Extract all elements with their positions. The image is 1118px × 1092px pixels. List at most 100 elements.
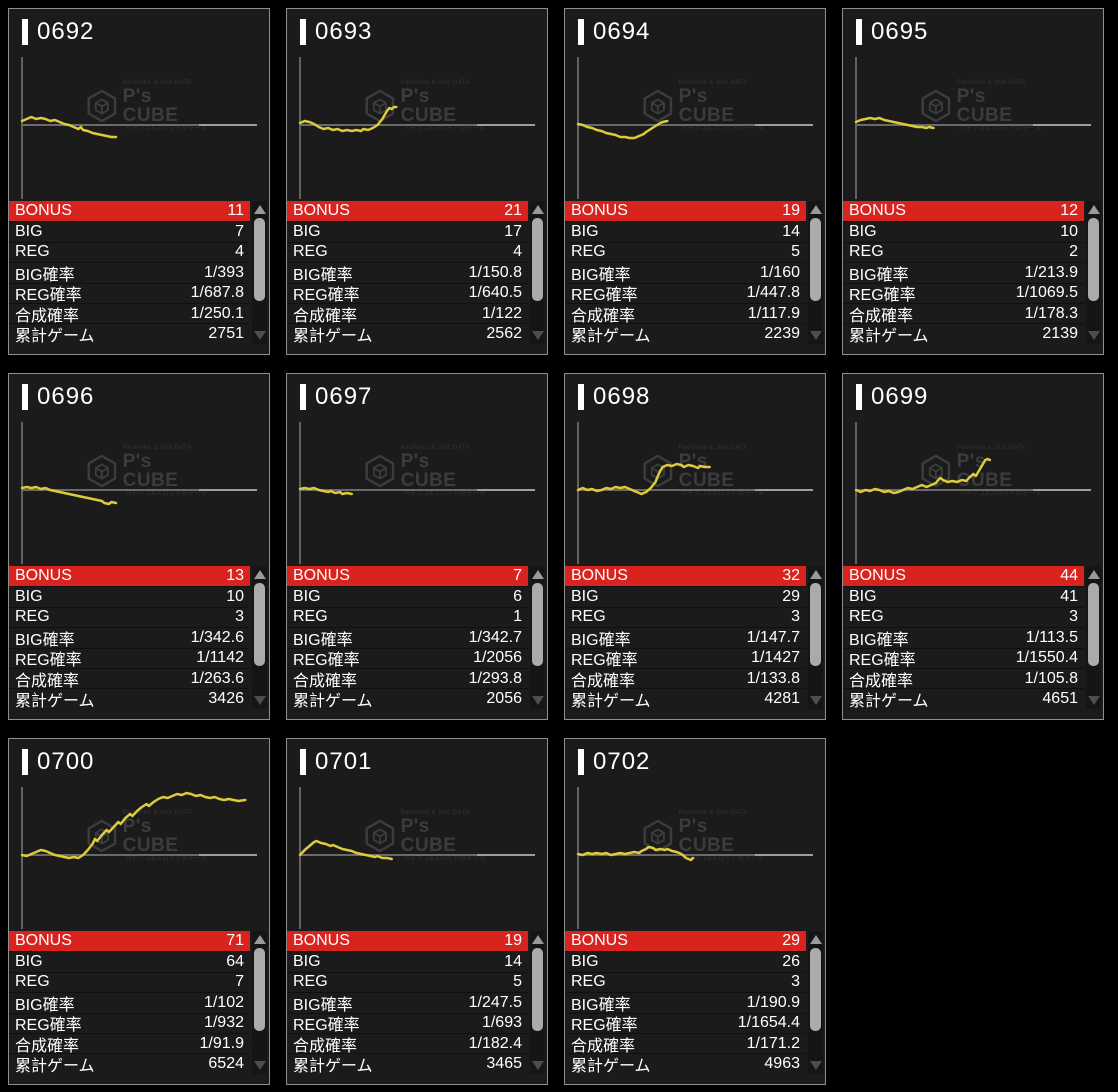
slump-graph: Pachinko & Slot DATA P's CUBE パチンコ&スロットの… — [843, 420, 1103, 566]
reg-rate-label: REG確率 — [293, 287, 360, 305]
reg-rate-label: REG確率 — [849, 652, 916, 670]
card-header: 0696 — [9, 374, 269, 420]
card-header: 0702 — [565, 739, 825, 785]
machine-card[interactable]: 0695 Pachinko & Slot DATA P's CUBE パチンコ&… — [842, 8, 1104, 355]
total-games-label: 累計ゲーム — [571, 328, 651, 346]
machine-card[interactable]: 0696 Pachinko & Slot DATA P's CUBE パチンコ&… — [8, 373, 270, 720]
total-games-row: 累計ゲーム 3465 — [287, 1053, 528, 1075]
big-rate-label: BIG確率 — [571, 996, 631, 1014]
stats-table: BONUS 29 BIG 26 REG 3 BIG確率 1/190.9 REG確… — [565, 931, 825, 1075]
machine-card[interactable]: 0700 Pachinko & Slot DATA P's CUBE パチンコ&… — [8, 738, 270, 1085]
slump-graph: Pachinko & Slot DATA P's CUBE パチンコ&スロットの… — [565, 55, 825, 201]
scroll-down-arrow-icon[interactable] — [253, 1061, 266, 1070]
scroll-up-arrow-icon[interactable] — [531, 205, 544, 214]
scrollbar[interactable] — [1086, 566, 1101, 709]
scroll-up-arrow-icon[interactable] — [809, 205, 822, 214]
big-rate-value: 1/342.6 — [190, 628, 244, 646]
scrollbar[interactable] — [252, 566, 267, 709]
scrollbar-thumb[interactable] — [532, 948, 543, 1031]
machine-card[interactable]: 0699 Pachinko & Slot DATA P's CUBE パチンコ&… — [842, 373, 1104, 720]
machine-card[interactable]: 0701 Pachinko & Slot DATA P's CUBE パチンコ&… — [286, 738, 548, 1085]
scroll-down-arrow-icon[interactable] — [531, 331, 544, 340]
scroll-down-arrow-icon[interactable] — [1087, 331, 1100, 340]
scroll-up-arrow-icon[interactable] — [531, 570, 544, 579]
scrollbar[interactable] — [808, 201, 823, 344]
big-rate-row: BIG確率 1/160 — [565, 262, 806, 284]
scroll-down-arrow-icon[interactable] — [253, 696, 266, 705]
reg-value: 3 — [235, 608, 244, 626]
scroll-up-arrow-icon[interactable] — [1087, 205, 1100, 214]
machine-card[interactable]: 0693 Pachinko & Slot DATA P's CUBE パチンコ&… — [286, 8, 548, 355]
reg-rate-row: REG確率 1/1550.4 — [843, 647, 1084, 670]
scrollbar-thumb[interactable] — [1088, 583, 1099, 666]
scroll-down-arrow-icon[interactable] — [809, 696, 822, 705]
scrollbar-thumb[interactable] — [810, 218, 821, 301]
bonus-label: BONUS — [849, 202, 906, 220]
card-header: 0694 — [565, 9, 825, 55]
scrollbar-thumb[interactable] — [254, 948, 265, 1031]
total-games-label: 累計ゲーム — [293, 328, 373, 346]
machine-card[interactable]: 0692 Pachinko & Slot DATA P's CUBE パチンコ&… — [8, 8, 270, 355]
card-header: 0697 — [287, 374, 547, 420]
reg-label: REG — [293, 243, 328, 261]
scroll-up-arrow-icon[interactable] — [531, 935, 544, 944]
scroll-down-arrow-icon[interactable] — [531, 1061, 544, 1070]
scroll-down-arrow-icon[interactable] — [809, 1061, 822, 1070]
machine-number: 0696 — [37, 383, 95, 410]
big-value: 6 — [513, 588, 522, 606]
machine-card[interactable]: 0697 Pachinko & Slot DATA P's CUBE パチンコ&… — [286, 373, 548, 720]
combined-rate-value: 1/105.8 — [1024, 669, 1078, 687]
scrollbar[interactable] — [530, 566, 545, 709]
reg-row: REG 3 — [843, 606, 1084, 627]
scroll-down-arrow-icon[interactable] — [1087, 696, 1100, 705]
machine-card[interactable]: 0698 Pachinko & Slot DATA P's CUBE パチンコ&… — [564, 373, 826, 720]
scroll-down-arrow-icon[interactable] — [809, 331, 822, 340]
reg-rate-label: REG確率 — [15, 287, 82, 305]
scroll-up-arrow-icon[interactable] — [253, 205, 266, 214]
scroll-up-arrow-icon[interactable] — [1087, 570, 1100, 579]
reg-row: REG 7 — [9, 971, 250, 992]
bonus-value: 29 — [782, 932, 800, 950]
scrollbar[interactable] — [530, 201, 545, 344]
scroll-up-arrow-icon[interactable] — [253, 935, 266, 944]
scroll-up-arrow-icon[interactable] — [253, 570, 266, 579]
big-rate-row: BIG確率 1/190.9 — [565, 992, 806, 1014]
combined-rate-label: 合成確率 — [15, 307, 80, 325]
scrollbar[interactable] — [252, 931, 267, 1074]
big-rate-row: BIG確率 1/147.7 — [565, 627, 806, 649]
payout-line — [298, 105, 398, 133]
bonus-value: 7 — [513, 567, 522, 585]
scrollbar-thumb[interactable] — [532, 218, 543, 301]
scroll-up-arrow-icon[interactable] — [809, 935, 822, 944]
payout-line — [854, 457, 992, 495]
header-accent-bar — [578, 384, 584, 410]
scroll-up-arrow-icon[interactable] — [809, 570, 822, 579]
scrollbar[interactable] — [1086, 201, 1101, 344]
reg-rate-row: REG確率 1/932 — [9, 1012, 250, 1034]
big-rate-value: 1/150.8 — [468, 263, 522, 281]
scrollbar-thumb[interactable] — [254, 583, 265, 666]
machine-number: 0701 — [315, 748, 373, 775]
scrollbar-thumb[interactable] — [254, 218, 265, 301]
scrollbar[interactable] — [808, 566, 823, 709]
big-rate-row: BIG確率 1/102 — [9, 992, 250, 1014]
scrollbar-thumb[interactable] — [1088, 218, 1099, 301]
scrollbar[interactable] — [252, 201, 267, 344]
scrollbar[interactable] — [530, 931, 545, 1074]
scrollbar-thumb[interactable] — [810, 583, 821, 666]
scroll-down-arrow-icon[interactable] — [253, 331, 266, 340]
scrollbar[interactable] — [808, 931, 823, 1074]
big-value: 17 — [504, 223, 522, 241]
big-label: BIG — [15, 953, 43, 971]
bonus-label: BONUS — [571, 932, 628, 950]
bonus-label: BONUS — [15, 932, 72, 950]
machine-card[interactable]: 0702 Pachinko & Slot DATA P's CUBE パチンコ&… — [564, 738, 826, 1085]
scrollbar-thumb[interactable] — [810, 948, 821, 1031]
scroll-down-arrow-icon[interactable] — [531, 696, 544, 705]
total-games-row: 累計ゲーム 2562 — [287, 323, 528, 346]
machine-card[interactable]: 0694 Pachinko & Slot DATA P's CUBE パチンコ&… — [564, 8, 826, 355]
scrollbar-thumb[interactable] — [532, 583, 543, 666]
bonus-value: 21 — [504, 202, 522, 220]
big-label: BIG — [293, 223, 321, 241]
total-games-row: 累計ゲーム 6524 — [9, 1053, 250, 1075]
